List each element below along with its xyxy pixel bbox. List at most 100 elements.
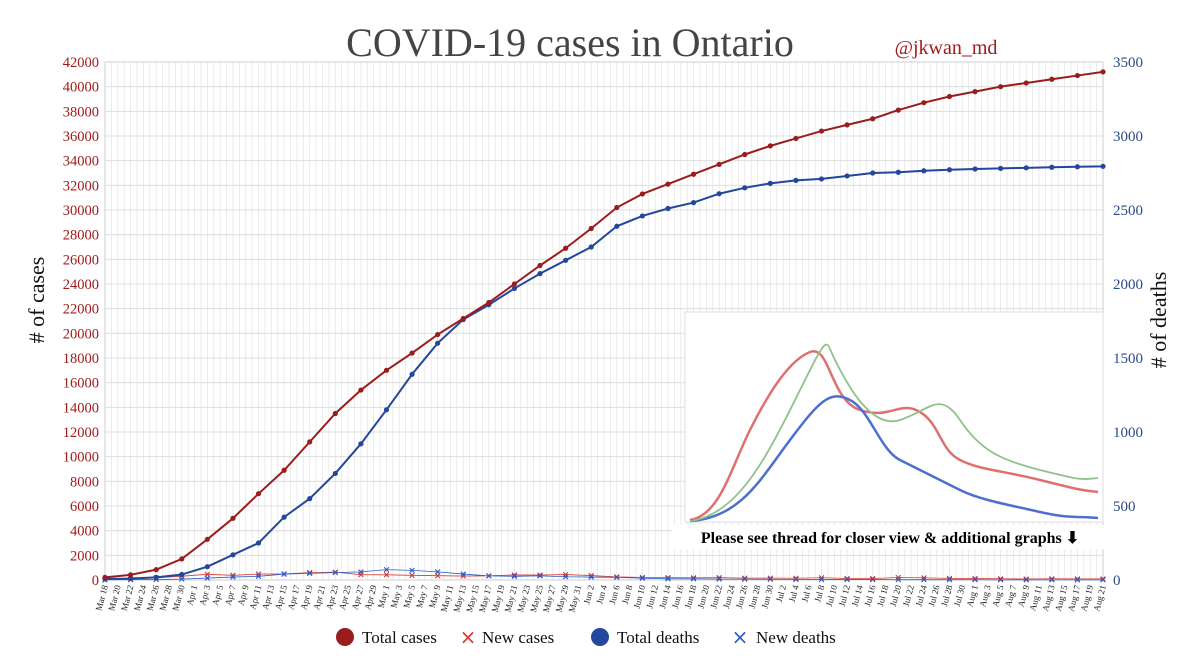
data-point [537,262,543,269]
data-point [383,367,390,373]
left-axis-label: # of cases [24,257,49,344]
data-point [127,575,134,582]
data-point [690,200,697,206]
data-point [716,161,722,167]
x-tick-label: Jun 6 [607,583,622,605]
legend-marker-new-cases: × [460,625,477,649]
data-point [1049,577,1055,583]
data-point [742,185,748,191]
data-point [639,191,645,197]
data-point [281,467,287,473]
x-tick-label: Jul 8 [812,583,826,603]
data-point [767,180,773,186]
left-tick-label: 32000 [63,178,99,194]
inset-frame [684,311,1104,523]
data-point [127,572,134,578]
data-point [869,575,876,582]
data-point [895,574,902,581]
x-tick-label: Jun 8 [620,583,635,605]
data-point [179,571,185,578]
data-point [870,170,876,176]
series-line [104,165,1104,580]
data-point [230,574,236,580]
data-point [178,576,185,582]
inset-average-curve [689,343,1099,522]
data-point [998,165,1004,172]
data-point [895,576,902,583]
data-point [997,575,1004,582]
data-point [742,151,748,158]
chart-title: COVID-19 cases in Ontario [346,20,794,65]
data-point [383,566,390,573]
data-point [690,574,697,581]
data-point [409,572,415,579]
data-point [818,576,825,583]
data-point [358,387,364,393]
x-tick-label: Jun 2 [581,584,596,605]
data-point [562,573,569,580]
x-tick-label: Jul 4 [787,583,801,603]
data-point [537,572,543,578]
data-point [1074,72,1081,79]
legend-label-new-cases: New cases [482,628,554,647]
data-point [767,575,774,581]
inset-preview [684,311,1104,523]
data-point [793,576,799,583]
data-point [972,576,978,583]
right-tick-label: 3000 [1113,129,1143,145]
data-point [1049,575,1055,582]
data-point [460,571,467,577]
data-point [716,191,722,197]
data-point [434,569,441,575]
legend-label-total-deaths: Total deaths [617,628,699,647]
data-point [665,574,671,581]
left-tick-label: 20000 [63,326,99,342]
left-axis-ticks: 0 2000 4000 6000 8000 10000 12000 14000 16000 180… [63,55,99,589]
data-point [921,100,927,106]
data-point [409,350,415,356]
series-new-deaths [102,566,1106,583]
data-point [690,171,697,177]
left-tick-label: 0 [92,573,99,589]
data-point [1074,164,1081,170]
data-point [435,340,441,346]
data-point [563,245,569,251]
data-point [716,576,722,582]
data-point [793,575,799,582]
data-point [230,552,236,558]
data-point [537,573,543,579]
data-point [409,371,415,377]
right-axis-label: # of deaths [1146,272,1171,369]
data-point [1100,577,1106,583]
series-total-deaths [102,163,1106,582]
data-point [511,281,518,287]
right-axis-ticks: 0 500 1000 1500 2000 2500 3000 3500 [1113,55,1143,589]
data-point [870,116,876,122]
data-point [844,575,850,582]
data-point [844,122,850,128]
data-point [562,571,569,578]
data-point [435,331,441,338]
data-point [818,128,825,134]
data-point [639,213,645,219]
data-point [281,514,287,520]
right-tick-label: 2000 [1113,277,1143,293]
data-point [588,225,594,232]
left-tick-label: 8000 [70,474,99,490]
legend-marker-new-deaths: × [732,625,749,649]
data-point [1100,69,1106,75]
left-tick-label: 4000 [70,524,99,540]
left-tick-label: 12000 [63,425,99,441]
left-tick-label: 16000 [63,376,99,392]
data-point [1023,80,1029,86]
data-point [818,176,825,182]
legend-label-total-cases: Total cases [362,628,437,647]
left-tick-label: 38000 [63,104,99,120]
data-point [537,271,543,277]
x-tick-label: Jul 6 [800,583,814,603]
left-tick-label: 26000 [63,252,99,268]
data-point [844,576,850,583]
data-point [690,576,697,582]
left-tick-label: 22000 [63,302,99,318]
data-point [486,573,492,579]
